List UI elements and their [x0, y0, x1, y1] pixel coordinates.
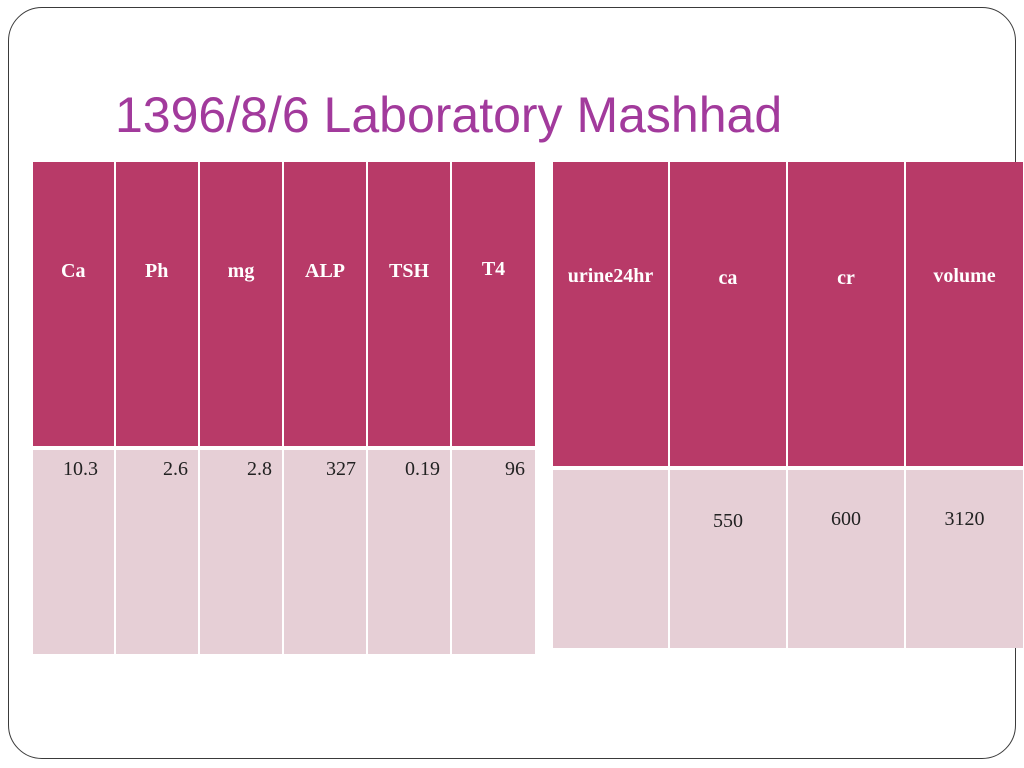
header-cell-alp: ALP [284, 162, 368, 450]
value-cell-alp: 327 [284, 450, 368, 654]
value-cell-mg: 2.8 [200, 450, 284, 654]
header-cell-volume: volume [906, 162, 1023, 470]
value-cell-volume: 3120 [906, 470, 1023, 648]
urine-lab-table: urine24hr ca cr volume 550 600 3120 [553, 162, 1023, 648]
header-cell-ca: Ca [33, 162, 116, 450]
header-cell-urine24hr: urine24hr [553, 162, 670, 470]
header-cell-ca: ca [670, 162, 788, 470]
value-cell-urine24hr [553, 470, 670, 648]
header-cell-tsh: TSH [368, 162, 452, 450]
blood-lab-table: Ca Ph mg ALP TSH T4 10.3 2.6 2.8 327 0.1… [33, 162, 535, 654]
value-cell-t4: 96 [452, 450, 535, 654]
page-title: 1396/8/6 Laboratory Mashhad [115, 87, 783, 143]
value-cell-ca: 550 [670, 470, 788, 648]
table-row: 550 600 3120 [553, 470, 1023, 648]
value-cell-cr: 600 [788, 470, 906, 648]
header-cell-cr: cr [788, 162, 906, 470]
table-header-row: urine24hr ca cr volume [553, 162, 1023, 470]
value-cell-ca: 10.3 [33, 450, 116, 654]
header-cell-mg: mg [200, 162, 284, 450]
value-cell-tsh: 0.19 [368, 450, 452, 654]
header-cell-t4: T4 [452, 162, 535, 450]
value-cell-ph: 2.6 [116, 450, 200, 654]
header-cell-ph: Ph [116, 162, 200, 450]
table-row: 10.3 2.6 2.8 327 0.19 96 [33, 450, 535, 654]
table-header-row: Ca Ph mg ALP TSH T4 [33, 162, 535, 450]
